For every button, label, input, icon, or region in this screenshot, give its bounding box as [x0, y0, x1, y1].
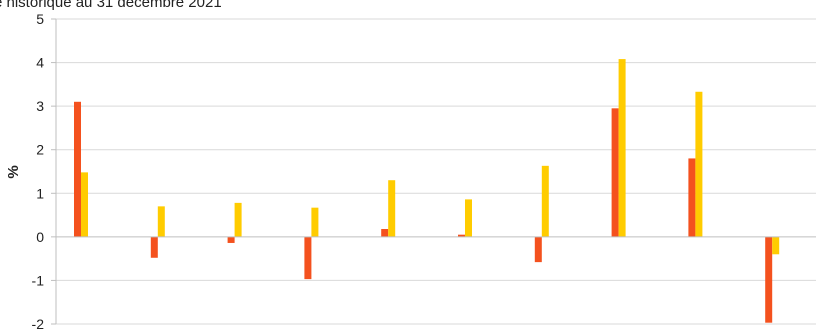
y-axis-label: % [5, 165, 22, 178]
bar-series1-6 [458, 234, 465, 237]
y-tick-label: 5 [36, 11, 44, 27]
bar-series1-7 [534, 236, 542, 263]
y-tick-label: 1 [36, 185, 44, 201]
bar-series2-1 [81, 172, 88, 237]
bars [74, 59, 780, 323]
y-tick-label: -1 [32, 272, 45, 288]
bar-series1-10 [765, 236, 773, 323]
y-tick-label: 2 [36, 142, 44, 158]
bar-series1-8 [611, 108, 619, 237]
bar-series1-4 [304, 236, 312, 280]
bar-series2-3 [234, 202, 242, 237]
bar-series1-9 [688, 158, 696, 237]
bar-series2-6 [465, 199, 472, 237]
y-tick-label: -2 [32, 316, 45, 332]
bar-series2-8 [618, 59, 626, 237]
bar-series2-4 [311, 207, 319, 237]
y-tick-label: 3 [36, 98, 44, 114]
bar-series2-9 [695, 91, 703, 237]
bar-series2-10 [772, 236, 780, 255]
bar-series2-5 [388, 180, 396, 237]
bar-series2-7 [541, 165, 549, 237]
axes: -2 -1 0 1 2 3 4 5 [32, 11, 816, 332]
bar-series1-1 [74, 101, 81, 237]
bar-series2-2 [157, 206, 165, 237]
bar-series1-5 [381, 229, 389, 237]
y-tick-label: 0 [36, 229, 44, 245]
y-tick-label: 4 [36, 55, 44, 71]
bar-series1-2 [150, 236, 158, 258]
bar-series1-3 [227, 236, 235, 243]
chart-subtitle: e historique au 31 décembre 2021 [0, 0, 222, 11]
